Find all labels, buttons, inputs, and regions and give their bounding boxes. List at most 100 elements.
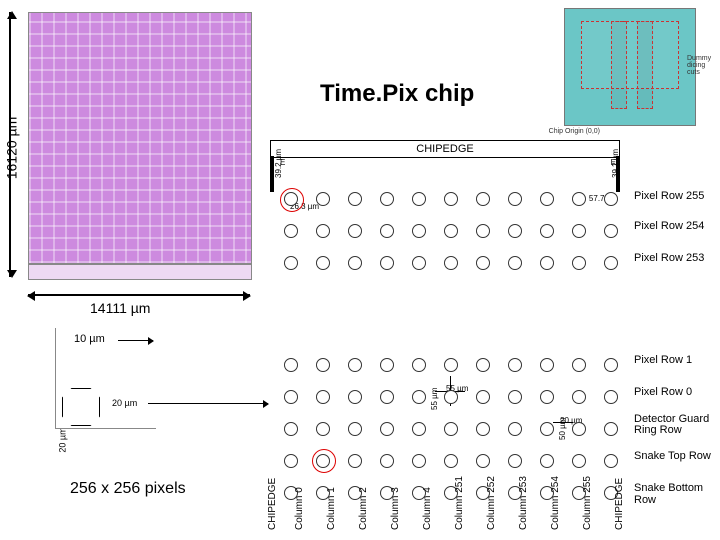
bump-pad [380, 454, 394, 468]
mini-note-dicing: Dummy dicing cuts [687, 55, 717, 76]
bump-pad [284, 454, 298, 468]
bump-pad [444, 224, 458, 238]
bump-pad [508, 422, 522, 436]
horizontal-dimension-label: 14111 µm [90, 300, 150, 316]
row-label-0: Pixel Row 0 [634, 386, 692, 398]
bump-pad [380, 192, 394, 206]
bump-pad [348, 224, 362, 238]
col-label-3: Column 3 [390, 487, 401, 530]
dim-392-right: 39.2 µm [611, 149, 620, 178]
bump-pad [508, 454, 522, 468]
bump-pad [316, 256, 330, 270]
bump-pad [508, 256, 522, 270]
bump-pad [412, 256, 426, 270]
chip-photo [28, 12, 252, 264]
det-dim-h [553, 422, 573, 423]
col-label-0: Column 0 [294, 487, 305, 530]
bump-pad [412, 422, 426, 436]
bump-pad [540, 224, 554, 238]
bump-pad [540, 358, 554, 372]
row-label-254: Pixel Row 254 [634, 220, 704, 232]
guard-frame [55, 328, 156, 429]
bump-pad [380, 422, 394, 436]
pixels-label: 256 x 256 pixels [70, 480, 186, 498]
row-label-255: Pixel Row 255 [634, 190, 704, 202]
bump-pad [444, 422, 458, 436]
col-label-254: Column 254 [550, 476, 561, 530]
bump-pad [572, 454, 586, 468]
bump-pad [476, 256, 490, 270]
horizontal-dimension-line [28, 294, 250, 296]
row-label-detector: Detector Guard Ring Row [634, 414, 720, 436]
col-label-251: Column 251 [454, 476, 465, 530]
chip-io-bar [28, 264, 252, 280]
bump-pad [508, 192, 522, 206]
bump-pad [508, 358, 522, 372]
bump-pad [604, 454, 618, 468]
col-label-253: Column 253 [518, 476, 529, 530]
bump-pad [316, 224, 330, 238]
row-label-253: Pixel Row 253 [634, 252, 704, 264]
bump-pad [348, 422, 362, 436]
col-label-255: Column 255 [582, 476, 593, 530]
bump-pad [444, 390, 458, 404]
bump-pad [476, 454, 490, 468]
mini-stripe-1 [611, 21, 627, 109]
bump-pad [476, 224, 490, 238]
bump-pad [444, 358, 458, 372]
bump-pad [444, 454, 458, 468]
dim-50-det: 50 µm [558, 418, 567, 440]
bump-pad [380, 256, 394, 270]
bump-pad [284, 224, 298, 238]
bump-pad [476, 192, 490, 206]
bump-pad [316, 192, 330, 206]
col-label-2: Column 2 [358, 487, 369, 530]
bump-pad [316, 422, 330, 436]
bump-pad [444, 192, 458, 206]
bump-pad [604, 358, 618, 372]
bump-pad [604, 192, 618, 206]
bump-pad [604, 422, 618, 436]
bump-pad [540, 390, 554, 404]
bump-grid: CHIPEDGE E E 39.2 µm 39.2 µm 26.3 µm 57.… [270, 140, 620, 470]
bump-pad [284, 192, 298, 206]
mini-note-origin: Chip Origin (0,0) [549, 128, 600, 135]
dim-392-left: 39.2 µm [274, 149, 283, 178]
bump-pad [380, 358, 394, 372]
mini-stripe-2 [637, 21, 653, 109]
bump-pad [380, 224, 394, 238]
bump-pad [476, 422, 490, 436]
vertical-dimension-label: 16120 µm [3, 117, 19, 180]
bump-pad [412, 358, 426, 372]
bump-pad [412, 454, 426, 468]
title: Time.Pix chip [320, 80, 474, 108]
row-label-1: Pixel Row 1 [634, 354, 692, 366]
bump-pad [284, 358, 298, 372]
bump-pad [316, 390, 330, 404]
bump-pad [412, 390, 426, 404]
bump-pad [412, 224, 426, 238]
bump-pad [284, 422, 298, 436]
row-label-snake-bottom: Snake Bottom Row [634, 482, 720, 506]
col-label-edge-right: CHIPEDGE [614, 478, 625, 530]
col-label-1: Column 1 [326, 487, 337, 530]
bump-pad [284, 390, 298, 404]
col-label-4: Column 4 [422, 487, 433, 530]
bump-pad [604, 256, 618, 270]
bump-pad [572, 358, 586, 372]
bump-pad [380, 390, 394, 404]
bump-pad [540, 192, 554, 206]
bump-pad [284, 256, 298, 270]
row-label-snake-top: Snake Top Row [634, 450, 711, 462]
bump-pad [348, 256, 362, 270]
bump-pad [508, 224, 522, 238]
bump-pad [572, 192, 586, 206]
bump-pad [540, 454, 554, 468]
bump-pad [348, 454, 362, 468]
bump-pad [476, 390, 490, 404]
bump-pad [444, 256, 458, 270]
bump-pad [572, 390, 586, 404]
bump-pad [348, 358, 362, 372]
bump-pad [572, 422, 586, 436]
bump-pad [348, 192, 362, 206]
